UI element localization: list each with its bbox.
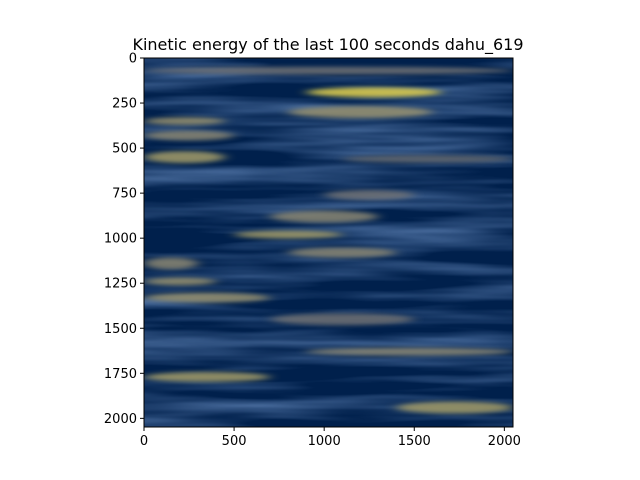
heatmap-band (234, 230, 343, 239)
x-tick-label: 2000 (488, 434, 521, 449)
x-tick-label: 500 (222, 434, 247, 449)
heatmap-band (144, 117, 226, 126)
heatmap-band (144, 66, 513, 75)
heatmap-band (144, 292, 271, 303)
heatmap-band (288, 247, 397, 258)
heatmap-band (306, 87, 442, 98)
y-tick-label: 1250 (104, 277, 137, 292)
y-tick-label: 1750 (104, 367, 137, 382)
heatmap-bands (144, 66, 513, 414)
plot-area (144, 58, 513, 427)
heatmap-band (144, 371, 271, 382)
x-axis: 0 500 1000 1500 2000 (140, 427, 521, 449)
heatmap-band (270, 210, 379, 223)
heatmap-band (306, 347, 513, 356)
y-tick-label: 2000 (104, 412, 137, 427)
x-tick-label: 1000 (308, 434, 341, 449)
y-tick-label: 250 (112, 97, 137, 112)
heatmap-band (396, 401, 513, 414)
heatmap-band (288, 106, 433, 119)
x-tick-label: 1500 (398, 434, 431, 449)
heatmap-band (342, 154, 513, 163)
heatmap-band (144, 257, 199, 270)
chart-title: Kinetic energy of the last 100 seconds d… (132, 35, 523, 55)
plot-frame (143, 57, 514, 428)
y-tick-label: 500 (112, 142, 137, 157)
y-tick-label: 1000 (104, 232, 137, 247)
y-tick-label: 0 (129, 52, 137, 67)
y-axis: 0 250 500 750 1000 1250 1500 1750 2000 (104, 52, 144, 427)
y-tick-label: 750 (112, 187, 137, 202)
heatmap-band (144, 277, 217, 286)
x-tick-label: 0 (140, 434, 148, 449)
y-tick-label: 1500 (104, 322, 137, 337)
heatmap-band (270, 313, 415, 326)
heatmap-band (144, 130, 235, 141)
heatmap-band (144, 151, 226, 164)
heatmap-band (324, 189, 415, 200)
